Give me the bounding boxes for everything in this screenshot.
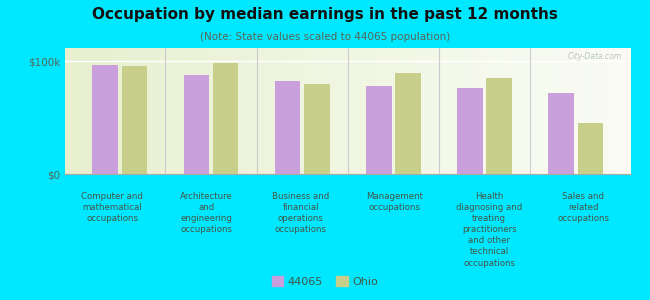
Text: City-Data.com: City-Data.com	[567, 52, 622, 61]
Bar	[578, 123, 603, 174]
Text: Occupation by median earnings in the past 12 months: Occupation by median earnings in the pas…	[92, 8, 558, 22]
Bar	[457, 88, 483, 174]
Text: Computer and
mathematical
occupations: Computer and mathematical occupations	[81, 192, 143, 223]
Bar	[395, 73, 421, 174]
Text: Sales and
related
occupations: Sales and related occupations	[558, 192, 610, 223]
Bar	[366, 86, 391, 174]
Bar	[213, 63, 239, 174]
Bar	[122, 66, 147, 174]
Text: Health
diagnosing and
treating
practitioners
and other
technical
occupations: Health diagnosing and treating practitio…	[456, 192, 522, 268]
Bar	[92, 65, 118, 174]
Text: (Note: State values scaled to 44065 population): (Note: State values scaled to 44065 popu…	[200, 32, 450, 41]
Legend: 44065, Ohio: 44065, Ohio	[268, 272, 382, 291]
Bar	[486, 78, 512, 174]
Bar	[183, 75, 209, 174]
Bar	[275, 81, 300, 174]
Text: Business and
financial
operations
occupations: Business and financial operations occupa…	[272, 192, 330, 234]
Text: Management
occupations: Management occupations	[367, 192, 423, 212]
Text: Architecture
and
engineering
occupations: Architecture and engineering occupations	[180, 192, 233, 234]
Bar	[549, 93, 574, 174]
Bar	[304, 84, 330, 174]
